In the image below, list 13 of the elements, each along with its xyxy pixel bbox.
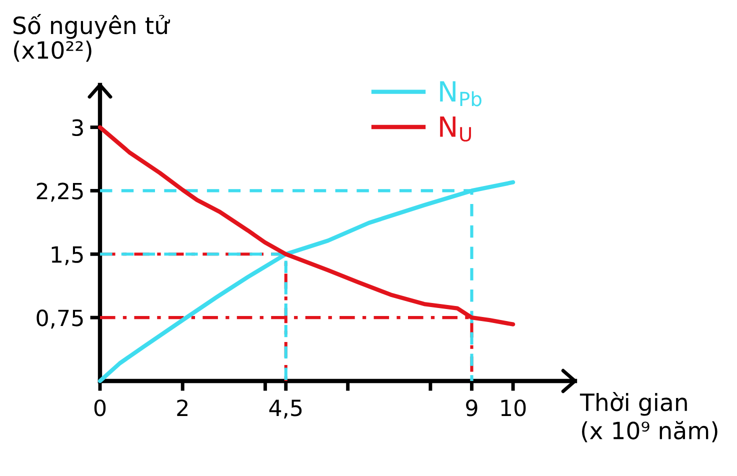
y-tick-label: 1,5 (52, 246, 83, 266)
y-tick-label: 0,75 (36, 310, 83, 329)
x-tick-label: 2 (177, 399, 188, 416)
y-tick-label: 2,25 (36, 182, 83, 202)
legend-label: N$_{Pb}$ (440, 81, 482, 106)
x-tick-label: 0 (94, 399, 106, 416)
x-tick-label: 4,5 (269, 400, 302, 419)
legend-label: N$_{U}$ (440, 116, 471, 142)
x-tick-label: 9 (466, 399, 478, 416)
x-tick-label: 10 (501, 399, 526, 416)
y-axis-title: Số nguyên tử (x10²²) (14, 14, 170, 62)
y-tick-label: 3 (72, 119, 83, 136)
x-axis-title: Thời gian (x 10⁹ năm) (580, 392, 718, 442)
